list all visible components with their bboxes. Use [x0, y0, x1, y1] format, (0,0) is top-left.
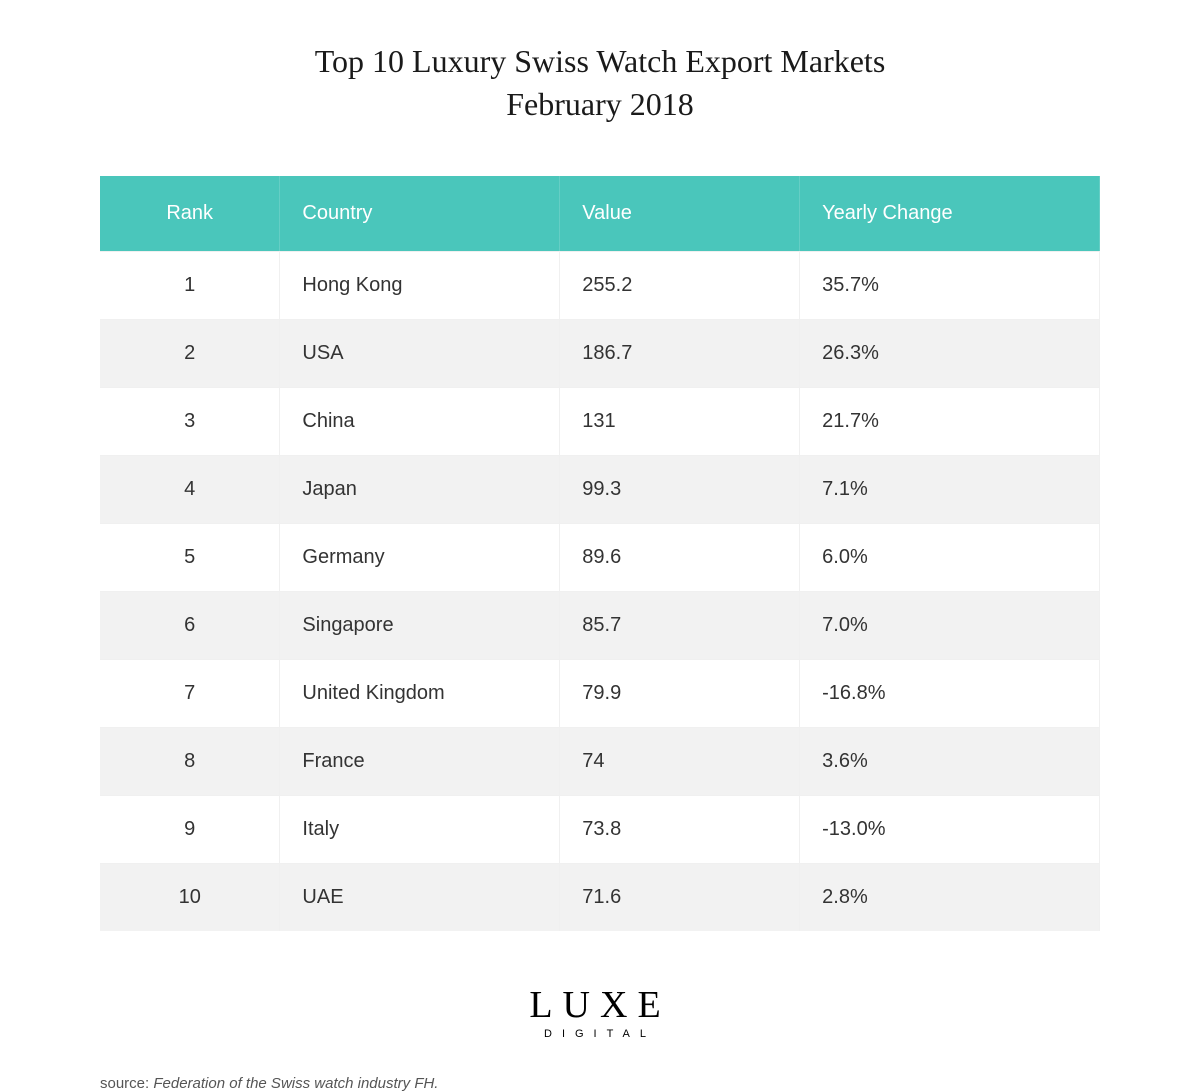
cell-country: China [280, 388, 560, 456]
table-row: 7United Kingdom79.9-16.8% [100, 660, 1100, 728]
cell-rank: 3 [100, 388, 280, 456]
cell-country: USA [280, 320, 560, 388]
table-row: 6Singapore85.77.0% [100, 592, 1100, 660]
table-row: 2USA186.726.3% [100, 320, 1100, 388]
table-row: 3China13121.7% [100, 388, 1100, 456]
table-row: 5Germany89.66.0% [100, 524, 1100, 592]
chart-title: Top 10 Luxury Swiss Watch Export Markets… [100, 40, 1100, 126]
source-line: source: Federation of the Swiss watch in… [100, 1075, 1100, 1092]
cell-value: 186.7 [560, 320, 800, 388]
cell-value: 71.6 [560, 864, 800, 932]
col-header-value: Value [560, 176, 800, 252]
cell-change: 2.8% [800, 864, 1100, 932]
cell-change: 7.0% [800, 592, 1100, 660]
cell-rank: 6 [100, 592, 280, 660]
brand-sub: DIGITAL [100, 1028, 1100, 1040]
col-header-rank: Rank [100, 176, 280, 252]
cell-change: 6.0% [800, 524, 1100, 592]
brand-logo: LUXE DIGITAL [100, 986, 1100, 1040]
col-header-change: Yearly Change [800, 176, 1100, 252]
cell-country: France [280, 728, 560, 796]
cell-rank: 1 [100, 252, 280, 320]
cell-change: -13.0% [800, 796, 1100, 864]
cell-country: Singapore [280, 592, 560, 660]
cell-country: United Kingdom [280, 660, 560, 728]
cell-rank: 8 [100, 728, 280, 796]
cell-country: Italy [280, 796, 560, 864]
table-row: 9Italy73.8-13.0% [100, 796, 1100, 864]
col-header-country: Country [280, 176, 560, 252]
cell-change: 26.3% [800, 320, 1100, 388]
cell-rank: 5 [100, 524, 280, 592]
title-line-2: February 2018 [100, 83, 1100, 126]
cell-value: 79.9 [560, 660, 800, 728]
cell-rank: 10 [100, 864, 280, 932]
cell-country: Japan [280, 456, 560, 524]
cell-value: 131 [560, 388, 800, 456]
cell-value: 89.6 [560, 524, 800, 592]
cell-country: UAE [280, 864, 560, 932]
cell-country: Germany [280, 524, 560, 592]
brand-main: LUXE [100, 986, 1100, 1024]
cell-change: -16.8% [800, 660, 1100, 728]
table-header-row: Rank Country Value Yearly Change [100, 176, 1100, 252]
cell-change: 3.6% [800, 728, 1100, 796]
table-body: 1Hong Kong255.235.7%2USA186.726.3%3China… [100, 252, 1100, 932]
cell-value: 255.2 [560, 252, 800, 320]
table-row: 1Hong Kong255.235.7% [100, 252, 1100, 320]
title-line-1: Top 10 Luxury Swiss Watch Export Markets [100, 40, 1100, 83]
table-row: 8France743.6% [100, 728, 1100, 796]
cell-country: Hong Kong [280, 252, 560, 320]
cell-value: 73.8 [560, 796, 800, 864]
cell-rank: 2 [100, 320, 280, 388]
source-text: Federation of the Swiss watch industry F… [153, 1075, 438, 1092]
cell-change: 21.7% [800, 388, 1100, 456]
cell-rank: 4 [100, 456, 280, 524]
export-markets-table: Rank Country Value Yearly Change 1Hong K… [100, 176, 1100, 931]
cell-value: 99.3 [560, 456, 800, 524]
table-row: 10UAE71.62.8% [100, 864, 1100, 932]
cell-change: 35.7% [800, 252, 1100, 320]
footer: LUXE DIGITAL source: Federation of the S… [100, 986, 1100, 1092]
table-row: 4Japan99.37.1% [100, 456, 1100, 524]
cell-rank: 9 [100, 796, 280, 864]
cell-change: 7.1% [800, 456, 1100, 524]
cell-value: 85.7 [560, 592, 800, 660]
source-label: source: [100, 1075, 153, 1092]
cell-value: 74 [560, 728, 800, 796]
cell-rank: 7 [100, 660, 280, 728]
